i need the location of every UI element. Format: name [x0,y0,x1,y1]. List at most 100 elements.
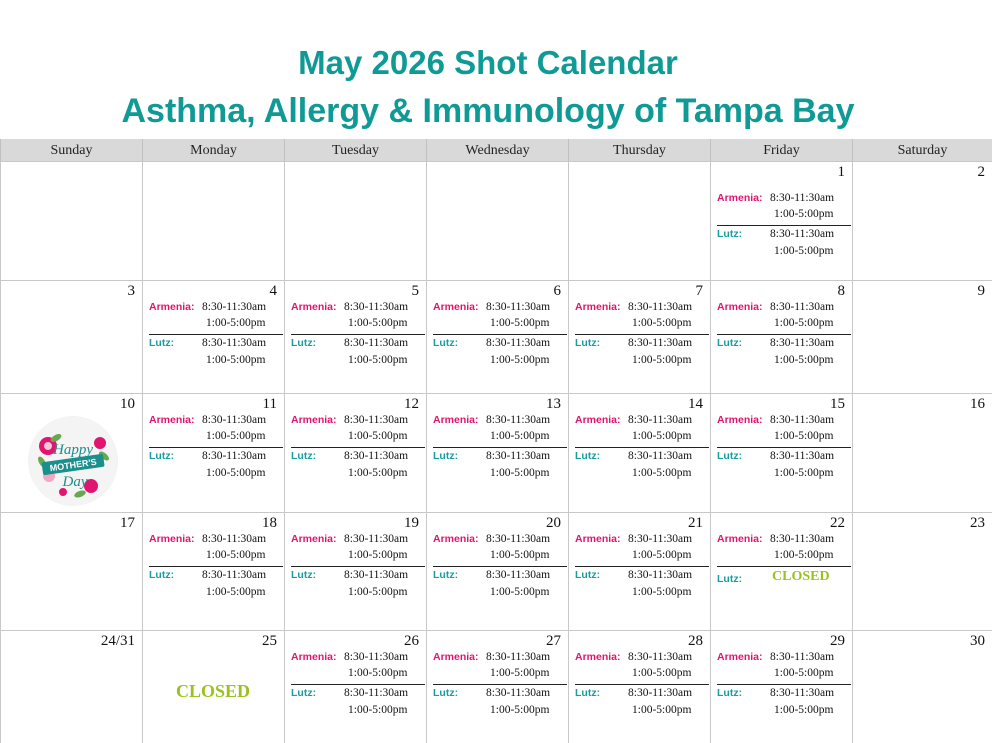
armenia-afternoon-hours: 1:00-5:00pm [348,667,408,679]
day-header-wednesday: Wednesday [426,139,568,161]
divider [149,334,283,335]
lutz-label: Lutz: [717,687,743,699]
divider [149,447,283,448]
armenia-afternoon-hours: 1:00-5:00pm [774,430,834,442]
armenia-label: Armenia: [433,533,479,545]
lutz-label: Lutz: [291,687,317,699]
lutz-afternoon-hours: 1:00-5:00pm [632,354,692,366]
armenia-morning-hours: 8:30-11:30am [202,533,267,545]
lutz-row: Lutz: 8:30-11:30am [149,450,283,466]
lutz-row: Lutz: 8:30-11:30am [717,450,851,466]
day-number: 30 [970,633,985,649]
day-number: 18 [262,515,277,531]
lutz-label: Lutz: [433,569,459,581]
lutz-morning-hours: 8:30-11:30am [344,569,409,581]
day-cell: 5 Armenia: 8:30-11:30am 1:00-5:00pm Lutz: 8:3… [284,280,426,393]
armenia-row: Armenia: 8:30-11:30am [717,651,851,667]
armenia-row: 1:00-5:00pm [433,549,567,565]
lutz-row: Lutz: 8:30-11:30am [149,569,283,585]
lutz-morning-hours: 8:30-11:30am [344,337,409,349]
armenia-row: 1:00-5:00pm [575,667,709,683]
armenia-row: 1:00-5:00pm [717,317,851,333]
lutz-afternoon-hours: 1:00-5:00pm [490,467,550,479]
shot-schedule: Armenia: 8:30-11:30am 1:00-5:00pm Lutz: 8:30… [575,301,709,370]
day-number: 5 [411,283,420,299]
shot-schedule: Armenia: 8:30-11:30am 1:00-5:00pm Lutz: 8:30… [291,414,425,483]
day-header-friday: Friday [710,139,852,161]
lutz-afternoon-hours: 1:00-5:00pm [774,354,834,366]
armenia-afternoon-hours: 1:00-5:00pm [348,430,408,442]
armenia-afternoon-hours: 1:00-5:00pm [490,317,550,329]
shot-schedule: Armenia: 8:30-11:30am 1:00-5:00pm Lutz: 8:30… [433,414,567,483]
shot-schedule: Armenia: 8:30-11:30am 1:00-5:00pm Lutz: 8:30… [149,533,283,602]
lutz-row: 1:00-5:00pm [291,467,425,483]
lutz-afternoon-hours: 1:00-5:00pm [774,245,834,257]
lutz-label: Lutz: [433,450,459,462]
armenia-label: Armenia: [291,651,337,663]
day-number: 14 [688,396,703,412]
lutz-afternoon-hours: 1:00-5:00pm [490,354,550,366]
armenia-row: Armenia: 8:30-11:30am [149,414,283,430]
day-number: 27 [546,633,561,649]
armenia-row: 1:00-5:00pm [575,430,709,446]
armenia-row: Armenia: 8:30-11:30am [291,533,425,549]
day-cell: 16 [852,393,992,512]
armenia-afternoon-hours: 1:00-5:00pm [206,430,266,442]
day-number: 13 [546,396,561,412]
lutz-row: 1:00-5:00pm [575,467,709,483]
day-cell: 9 [852,280,992,393]
shot-schedule: Armenia: 8:30-11:30am 1:00-5:00pm Lutz: 8:30… [149,414,283,483]
divider [717,334,851,335]
armenia-afternoon-hours: 1:00-5:00pm [632,667,692,679]
lutz-morning-hours: 8:30-11:30am [770,687,835,699]
lutz-afternoon-hours: 1:00-5:00pm [490,704,550,716]
lutz-label: Lutz: [575,337,601,349]
armenia-row: 1:00-5:00pm [717,208,851,224]
divider [575,334,709,335]
day-cell: 13 Armenia: 8:30-11:30am 1:00-5:00pm Lutz: 8:… [426,393,568,512]
day-cell: 20 Armenia: 8:30-11:30am 1:00-5:00pm Lutz: 8:… [426,512,568,630]
lutz-afternoon-hours: 1:00-5:00pm [632,586,692,598]
divider [717,225,851,226]
armenia-label: Armenia: [291,533,337,545]
armenia-row: Armenia: 8:30-11:30am [433,651,567,667]
armenia-row: 1:00-5:00pm [717,667,851,683]
armenia-morning-hours: 8:30-11:30am [770,301,835,313]
armenia-label: Armenia: [291,301,337,313]
armenia-row: 1:00-5:00pm [291,317,425,333]
lutz-label: Lutz: [149,569,175,581]
lutz-row: 1:00-5:00pm [575,704,709,720]
armenia-row: Armenia: 8:30-11:30am [291,301,425,317]
day-cell: 12 Armenia: 8:30-11:30am 1:00-5:00pm Lutz: 8:… [284,393,426,512]
day-header-saturday: Saturday [852,139,992,161]
lutz-morning-hours: 8:30-11:30am [344,687,409,699]
lutz-afternoon-hours: 1:00-5:00pm [206,467,266,479]
armenia-morning-hours: 8:30-11:30am [486,533,551,545]
armenia-morning-hours: 8:30-11:30am [486,414,551,426]
day-number: 29 [830,633,845,649]
armenia-morning-hours: 8:30-11:30am [202,414,267,426]
lutz-row: Lutz: 8:30-11:30am [717,687,851,703]
lutz-row: 1:00-5:00pm [149,354,283,370]
armenia-row: 1:00-5:00pm [575,549,709,565]
shot-schedule: Armenia: 8:30-11:30am 1:00-5:00pm Lutz: 8:30… [575,414,709,483]
armenia-row: 1:00-5:00pm [291,549,425,565]
day-cell: 28 Armenia: 8:30-11:30am 1:00-5:00pm Lutz: 8:… [568,630,710,743]
lutz-afternoon-hours: 1:00-5:00pm [348,586,408,598]
armenia-morning-hours: 8:30-11:30am [344,301,409,313]
armenia-label: Armenia: [433,651,479,663]
armenia-label: Armenia: [433,301,479,313]
day-cell: 18 Armenia: 8:30-11:30am 1:00-5:00pm Lutz: 8:… [142,512,284,630]
armenia-row: Armenia: 8:30-11:30am [149,533,283,549]
armenia-afternoon-hours: 1:00-5:00pm [490,549,550,561]
divider [149,566,283,567]
day-cell: 23 [852,512,992,630]
day-cell [284,161,426,280]
lutz-row: 1:00-5:00pm [433,586,567,602]
armenia-morning-hours: 8:30-11:30am [770,192,835,204]
lutz-row: 1:00-5:00pm [291,586,425,602]
lutz-row: 1:00-5:00pm [575,586,709,602]
lutz-morning-hours: 8:30-11:30am [486,450,551,462]
day-cell: 15 Armenia: 8:30-11:30am 1:00-5:00pm Lutz: 8:… [710,393,852,512]
armenia-row: 1:00-5:00pm [149,317,283,333]
